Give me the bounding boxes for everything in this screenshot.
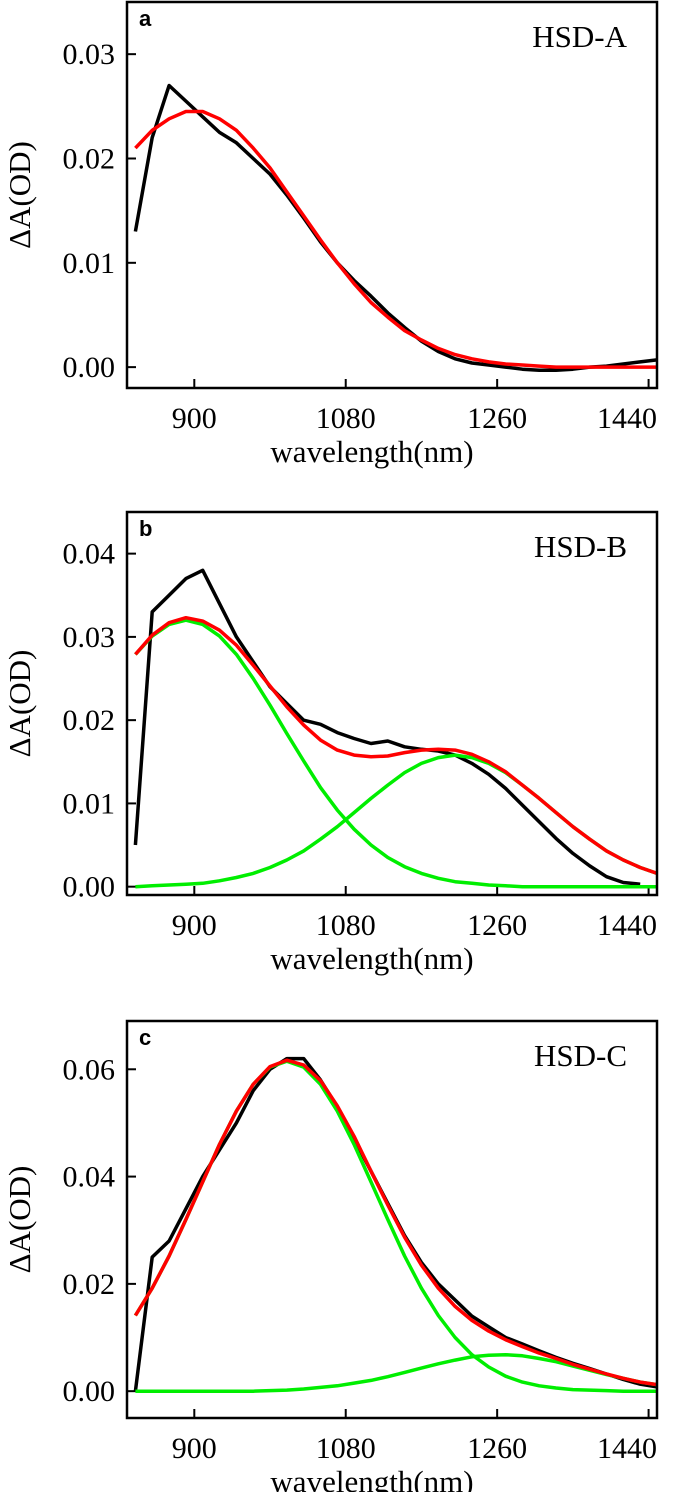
x-tick-label: 1080 <box>316 402 376 435</box>
data-line <box>133 1058 657 1387</box>
data-line <box>135 753 657 889</box>
panel-letter: b <box>139 516 152 541</box>
panel-letter: c <box>139 1025 151 1050</box>
y-tick-label: 0.00 <box>63 351 116 384</box>
x-axis-label: wavelength(nm) <box>270 434 473 469</box>
annotation: HSD-A <box>532 19 627 54</box>
plot-frame <box>125 510 659 897</box>
x-tick-label: 1440 <box>597 909 657 942</box>
panel: 0.00 0.01 0.02 0.03 900 1080 1260 1440 a HSD-A wav… <box>2 0 659 469</box>
y-tick-label: 0.06 <box>63 1053 116 1086</box>
x-tick-label: 1080 <box>316 1432 376 1465</box>
y-tick-label: 0.00 <box>63 1375 116 1408</box>
x-tick-label: 1440 <box>597 402 657 435</box>
panel: 0.00 0.01 0.02 0.03 0.04 900 1080 1260 1440 b HSD-… <box>2 510 659 976</box>
y-tick-label: 0.03 <box>63 621 116 654</box>
y-tick-label: 0.04 <box>63 1161 116 1194</box>
y-tick-label: 0.01 <box>63 247 116 280</box>
y-tick-label: 0.04 <box>63 538 116 571</box>
panel-letter: a <box>139 6 152 31</box>
x-tick-label: 1260 <box>467 1432 527 1465</box>
x-tick-label: 1260 <box>467 402 527 435</box>
y-axis-label: ΔA(OD) <box>2 650 37 758</box>
panel: 0.00 0.02 0.04 0.06 900 1080 1260 1440 c HSD-C wav… <box>2 1019 659 1492</box>
x-tick-label: 900 <box>172 909 217 942</box>
x-tick-label: 900 <box>172 1432 217 1465</box>
x-tick-label: 1080 <box>316 909 376 942</box>
annotation: HSD-B <box>534 529 627 564</box>
x-tick-label: 1260 <box>467 909 527 942</box>
data-line <box>134 615 657 876</box>
plot-frame <box>125 0 659 390</box>
y-tick-label: 0.03 <box>63 38 116 71</box>
x-tick-label: 1440 <box>597 1432 657 1465</box>
data-line <box>133 83 657 373</box>
annotation: HSD-C <box>534 1038 627 1073</box>
y-axis-label: ΔA(OD) <box>2 141 37 249</box>
y-tick-label: 0.02 <box>63 704 116 737</box>
data-line <box>133 1056 657 1392</box>
data-line <box>134 618 657 889</box>
y-axis-label: ΔA(OD) <box>2 1166 37 1274</box>
x-axis-label: wavelength(nm) <box>270 1464 473 1492</box>
y-tick-label: 0.01 <box>63 787 116 820</box>
data-line <box>133 568 641 886</box>
y-tick-label: 0.00 <box>63 871 116 904</box>
x-tick-label: 900 <box>172 402 217 435</box>
plot-frame <box>125 1019 659 1420</box>
x-axis-label: wavelength(nm) <box>270 941 473 976</box>
y-tick-label: 0.02 <box>63 142 116 175</box>
data-line <box>133 1059 657 1393</box>
data-line <box>135 1352 657 1393</box>
data-line <box>134 109 657 369</box>
y-tick-label: 0.02 <box>63 1268 116 1301</box>
